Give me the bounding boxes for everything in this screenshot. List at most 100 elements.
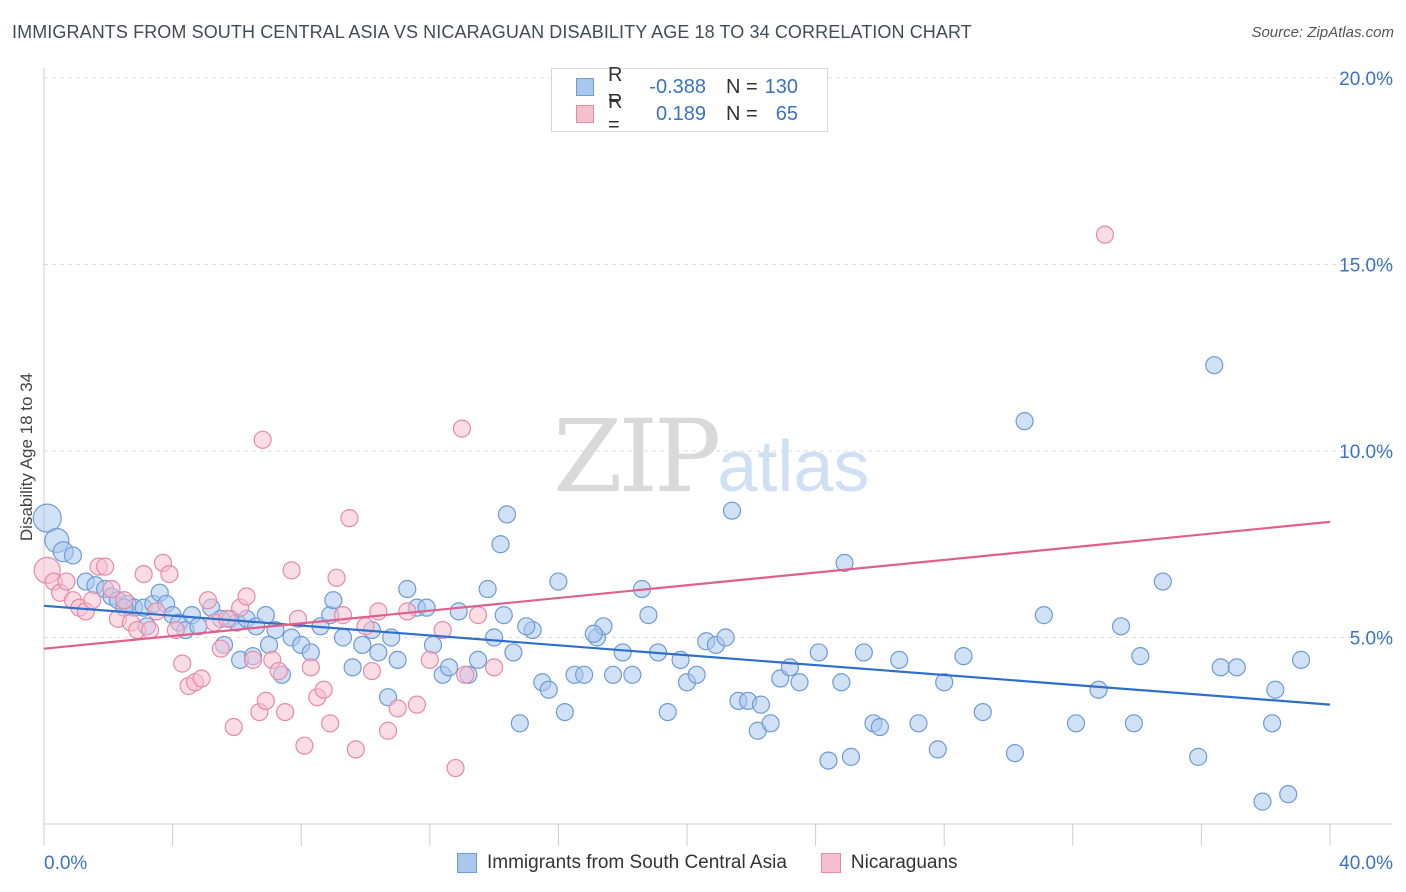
point-south-central-asia bbox=[1124, 714, 1143, 733]
point-nicaraguans bbox=[160, 564, 179, 584]
point-south-central-asia bbox=[417, 598, 436, 617]
point-south-central-asia bbox=[517, 617, 536, 636]
point-south-central-asia bbox=[835, 553, 854, 573]
point-south-central-asia bbox=[722, 501, 742, 520]
point-nicaraguans bbox=[134, 564, 153, 584]
point-south-central-asia bbox=[256, 606, 275, 625]
point-nicaraguans bbox=[485, 658, 504, 677]
chart-title: IMMIGRANTS FROM SOUTH CENTRAL ASIA VS NI… bbox=[12, 22, 972, 42]
legend-swatch-blue bbox=[576, 78, 594, 96]
legend-n-label: N = bbox=[726, 75, 758, 98]
point-south-central-asia bbox=[1131, 647, 1150, 666]
point-nicaraguans bbox=[140, 620, 160, 640]
point-south-central-asia bbox=[1263, 714, 1282, 733]
point-south-central-asia bbox=[369, 643, 388, 662]
point-south-central-asia bbox=[954, 647, 973, 666]
point-south-central-asia bbox=[1266, 680, 1285, 699]
legend-r-value: -0.388 bbox=[649, 75, 706, 98]
trend-line-nicaraguans bbox=[43, 520, 1331, 650]
point-nicaraguans bbox=[243, 650, 263, 669]
point-nicaraguans bbox=[282, 561, 301, 580]
legend-swatch-pink bbox=[576, 105, 594, 123]
point-south-central-asia bbox=[63, 546, 83, 565]
point-nicaraguans bbox=[314, 680, 333, 699]
legend-n-value: 130 bbox=[764, 75, 798, 98]
point-nicaraguans bbox=[407, 695, 427, 714]
watermark-zip: ZIP bbox=[553, 398, 721, 515]
point-nicaraguans bbox=[362, 661, 382, 681]
point-south-central-asia bbox=[935, 673, 954, 692]
legend-r-label: R = bbox=[608, 91, 623, 136]
watermark-atlas: atlas bbox=[717, 427, 870, 507]
point-nicaraguans bbox=[276, 702, 295, 722]
series-legend-label: Immigrants from South Central Asia bbox=[487, 852, 787, 873]
point-south-central-asia bbox=[398, 579, 417, 599]
point-south-central-asia bbox=[819, 751, 838, 770]
y-tick-label: 20.0% bbox=[1339, 69, 1393, 90]
watermark: ZIPatlas bbox=[553, 398, 869, 515]
x-tick-label: 0.0% bbox=[44, 853, 87, 874]
source-label: Source: ZipAtlas.com bbox=[1251, 24, 1394, 41]
point-south-central-asia bbox=[32, 503, 62, 533]
point-nicaraguans bbox=[147, 602, 166, 621]
point-south-central-asia bbox=[1034, 606, 1053, 625]
series-legend-item-pink: Nicaraguans bbox=[820, 852, 958, 874]
point-south-central-asia bbox=[343, 658, 362, 677]
series-legend-item-blue: Immigrants from South Central Asia bbox=[457, 852, 787, 874]
point-south-central-asia bbox=[623, 665, 642, 684]
point-nicaraguans bbox=[420, 650, 439, 669]
point-south-central-asia bbox=[491, 535, 510, 554]
trend-line-south-central-asia bbox=[43, 604, 1331, 706]
point-south-central-asia bbox=[809, 643, 828, 662]
point-south-central-asia bbox=[259, 635, 279, 655]
y-tick-label: 10.0% bbox=[1339, 442, 1393, 463]
y-tick-label: 5.0% bbox=[1350, 629, 1393, 650]
point-south-central-asia bbox=[388, 650, 407, 669]
legend: R = -0.388 N = 130 R = 0.189 N = 65 bbox=[551, 64, 828, 136]
point-nicaraguans bbox=[192, 669, 211, 688]
point-south-central-asia bbox=[1189, 747, 1208, 766]
point-south-central-asia bbox=[1089, 680, 1108, 699]
point-south-central-asia bbox=[790, 673, 809, 692]
point-south-central-asia bbox=[504, 643, 523, 662]
point-south-central-asia bbox=[549, 572, 568, 591]
point-south-central-asia bbox=[1227, 658, 1246, 677]
point-south-central-asia bbox=[539, 680, 558, 699]
legend-n-value: 65 bbox=[775, 102, 798, 125]
point-south-central-asia bbox=[1015, 412, 1034, 431]
series-legend-swatch-blue bbox=[457, 853, 477, 873]
point-nicaraguans bbox=[346, 740, 365, 759]
point-nicaraguans bbox=[301, 658, 320, 677]
point-south-central-asia bbox=[1066, 714, 1086, 733]
point-nicaraguans bbox=[269, 661, 288, 681]
point-south-central-asia bbox=[468, 650, 488, 669]
point-south-central-asia bbox=[333, 628, 353, 647]
series-legend: Immigrants from South Central Asia Nicar… bbox=[457, 852, 992, 874]
point-south-central-asia bbox=[555, 702, 574, 722]
point-south-central-asia bbox=[780, 658, 799, 677]
point-nicaraguans bbox=[256, 691, 275, 711]
point-nicaraguans bbox=[340, 509, 359, 528]
point-nicaraguans bbox=[102, 579, 121, 599]
point-south-central-asia bbox=[584, 624, 603, 643]
series-legend-swatch-pink bbox=[820, 853, 841, 873]
point-south-central-asia bbox=[575, 665, 594, 684]
point-nicaraguans bbox=[327, 568, 346, 587]
point-south-central-asia bbox=[1153, 572, 1172, 591]
y-tick-label: 15.0% bbox=[1339, 256, 1393, 277]
point-south-central-asia bbox=[973, 702, 992, 722]
legend-row-pink: R = 0.189 N = 65 bbox=[576, 91, 798, 136]
point-nicaraguans bbox=[237, 587, 256, 606]
point-south-central-asia bbox=[1291, 650, 1311, 669]
point-south-central-asia bbox=[449, 602, 468, 621]
point-south-central-asia bbox=[478, 579, 497, 599]
series-legend-label: Nicaraguans bbox=[850, 852, 958, 873]
x-tick-label: 40.0% bbox=[1339, 853, 1393, 874]
point-south-central-asia bbox=[324, 591, 343, 610]
point-nicaraguans bbox=[456, 665, 475, 684]
legend-n-label: N = bbox=[726, 102, 758, 125]
point-south-central-asia bbox=[832, 673, 851, 692]
point-south-central-asia bbox=[909, 714, 928, 733]
point-south-central-asia bbox=[1211, 658, 1230, 677]
